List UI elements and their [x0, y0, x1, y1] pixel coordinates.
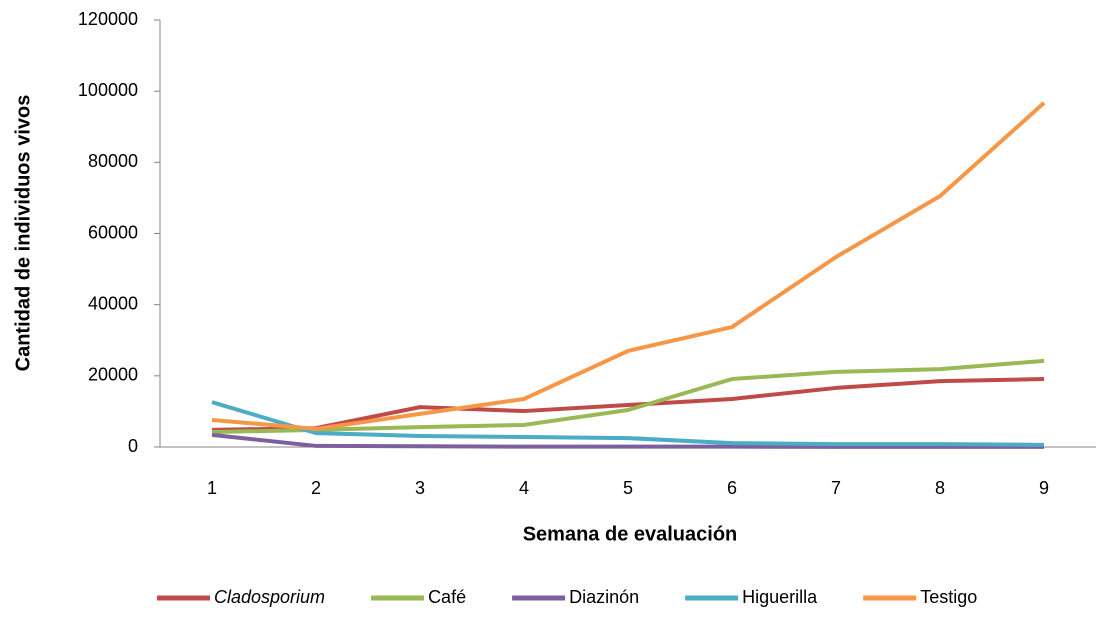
x-tick-label: 2 [311, 478, 321, 498]
x-tick-label: 3 [415, 478, 425, 498]
x-tick-label: 4 [519, 478, 529, 498]
y-axis-title: Cantidad de individuos vivos [12, 95, 34, 372]
x-tick-label: 5 [623, 478, 633, 498]
x-axis-title: Semana de evaluación [523, 523, 738, 545]
x-tick-label: 9 [1039, 478, 1049, 498]
series-line [211, 400, 1045, 447]
y-tick-label: 60000 [88, 222, 138, 242]
legend-label: Testigo [920, 587, 977, 607]
x-tick-label: 7 [831, 478, 841, 498]
y-tick-label: 40000 [88, 293, 138, 313]
legend-label: Higuerilla [742, 587, 818, 607]
x-tick-label: 1 [207, 478, 217, 498]
legend-label: Café [428, 587, 466, 607]
series-line [211, 358, 1045, 435]
x-tick-label: 8 [935, 478, 945, 498]
legend-label: Diazinón [569, 587, 639, 607]
series-line [211, 432, 1044, 449]
y-tick-label: 120000 [78, 9, 138, 29]
y-tick-label: 100000 [78, 80, 138, 100]
legend-label: Cladosporium [214, 587, 325, 607]
y-tick-label: 80000 [88, 151, 138, 171]
series-line [211, 101, 1046, 431]
series-line [211, 377, 1045, 432]
x-tick-label: 6 [727, 478, 737, 498]
y-tick-label: 0 [128, 436, 138, 456]
y-tick-label: 20000 [88, 365, 138, 385]
